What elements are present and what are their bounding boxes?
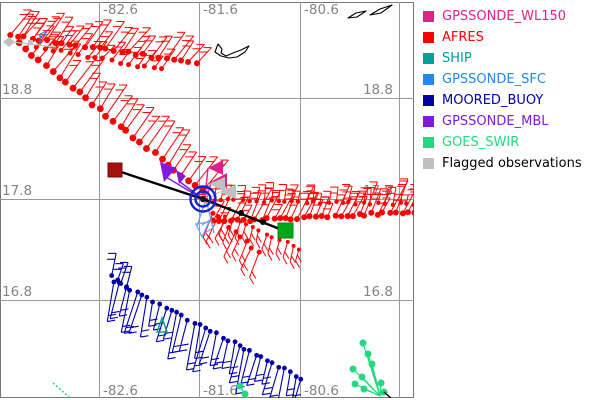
legend-swatch bbox=[423, 53, 434, 64]
lat-label-right-0: 18.8 bbox=[363, 82, 393, 98]
legend-swatch bbox=[423, 116, 434, 127]
flagged-obs-markers[interactable] bbox=[3, 37, 57, 48]
lon-label-bottom-2: -80.6 bbox=[304, 383, 339, 399]
lat-label-left-2: 16.8 bbox=[2, 284, 32, 300]
ship-marker[interactable] bbox=[155, 315, 169, 333]
legend-label: MOORED_BUOY bbox=[442, 93, 544, 108]
legend-swatch bbox=[423, 74, 434, 85]
observations-layer bbox=[3, 4, 414, 400]
legend-swatch bbox=[423, 137, 434, 148]
storm-track-point bbox=[238, 210, 244, 216]
coastline-fragment bbox=[383, 391, 392, 398]
legend-label: AFRES bbox=[442, 30, 484, 45]
gpssonde-mbl-flag[interactable] bbox=[160, 162, 202, 199]
track-end-marker bbox=[277, 222, 294, 239]
flagged-diamond-icon[interactable] bbox=[3, 37, 15, 47]
legend-label: SHIP bbox=[442, 51, 472, 66]
legend-item-ship: SHIP bbox=[423, 48, 582, 69]
flagged-obs-flag[interactable] bbox=[205, 177, 225, 199]
afres-leg-top-2[interactable] bbox=[33, 30, 176, 72]
legend-swatch bbox=[423, 11, 434, 22]
goes-swir-dotted-track[interactable] bbox=[52, 382, 71, 398]
track-start-marker bbox=[107, 162, 123, 178]
legend-swatch bbox=[423, 95, 434, 106]
legend-label: Flagged observations bbox=[442, 156, 582, 171]
gpssonde-mbl-flag[interactable] bbox=[176, 170, 203, 199]
legend-item-afres: AFRES bbox=[423, 27, 582, 48]
lat-label-left-0: 18.8 bbox=[2, 82, 32, 98]
legend-item-moored-buoy: MOORED_BUOY bbox=[423, 90, 582, 111]
legend: GPSSONDE_WL150 AFRES SHIP GPSSONDE_SFC MOORE… bbox=[423, 6, 582, 174]
moored-buoy-hooks[interactable] bbox=[106, 252, 133, 291]
lon-label-top-1: -81.6 bbox=[203, 2, 238, 18]
lon-label-bottom-1: -81.6 bbox=[203, 383, 238, 399]
legend-label: GPSSONDE_MBL bbox=[442, 114, 549, 129]
moored-buoy-track[interactable] bbox=[106, 279, 304, 400]
legend-item-gpssonde-mbl: GPSSONDE_MBL bbox=[423, 111, 582, 132]
lon-label-bottom-0: -82.6 bbox=[103, 383, 138, 399]
little-cayman-island bbox=[347, 10, 367, 19]
hurricane-symbol[interactable] bbox=[189, 185, 217, 213]
grand-cayman-island bbox=[214, 43, 250, 59]
afres-leg-top[interactable] bbox=[7, 9, 212, 67]
legend-swatch bbox=[423, 158, 434, 169]
lat-label-right-2: 16.8 bbox=[363, 284, 393, 300]
legend-item-goes-swir: GOES_SWIR bbox=[423, 132, 582, 153]
goes-swir-observations[interactable] bbox=[52, 339, 388, 400]
legend-item-flagged-observations: Flagged observations bbox=[423, 153, 582, 174]
afres-fan-south-2[interactable] bbox=[218, 214, 302, 269]
legend-label: GPSSONDE_WL150 bbox=[442, 9, 567, 24]
legend-label: GOES_SWIR bbox=[442, 135, 520, 150]
afres-fan-south[interactable] bbox=[202, 210, 262, 285]
lat-label-left-1: 17.8 bbox=[2, 183, 32, 199]
legend-swatch bbox=[423, 32, 434, 43]
cayman-brac-island bbox=[369, 4, 393, 16]
lon-label-top-0: -82.6 bbox=[103, 2, 138, 18]
lon-label-top-2: -80.6 bbox=[304, 2, 339, 18]
legend-label: GPSSONDE_SFC bbox=[442, 72, 546, 87]
legend-item-gpssonde-sfc: GPSSONDE_SFC bbox=[423, 69, 582, 90]
legend-item-gpssonde-wl150: GPSSONDE_WL150 bbox=[423, 6, 582, 27]
gpssonde-sfc-mini-barb[interactable] bbox=[39, 30, 48, 44]
storm-track-point bbox=[260, 219, 266, 225]
